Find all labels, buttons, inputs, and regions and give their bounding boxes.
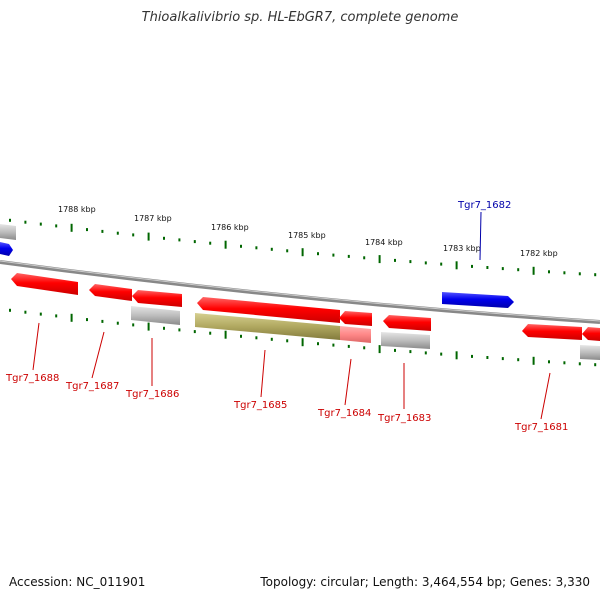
grey-feature bbox=[131, 306, 180, 325]
inner-tick-track bbox=[9, 308, 597, 367]
gene-label-tgr7-1687[interactable]: Tgr7_1687 bbox=[65, 381, 119, 392]
label-leader-line bbox=[344, 358, 352, 406]
genome-backbone-highlight bbox=[0, 260, 600, 322]
pink-feature bbox=[340, 326, 371, 343]
reverse-gene-tgr7-1684[interactable] bbox=[339, 311, 372, 326]
accession-label: Accession: NC_011901 bbox=[9, 575, 146, 589]
reverse-gene-tgr7-1683[interactable] bbox=[383, 315, 431, 331]
kbp-label: 1788 kbp bbox=[58, 205, 96, 214]
reverse-gene-tgr7-1681[interactable] bbox=[522, 324, 582, 340]
genome-info-label: Topology: circular; Length: 3,464,554 bp… bbox=[260, 575, 590, 589]
forward-gene-tgr7-1682[interactable] bbox=[442, 292, 514, 308]
kbp-label: 1786 kbp bbox=[211, 223, 249, 232]
reverse-gene-tgr7-1687[interactable] bbox=[89, 284, 132, 301]
gene-label-tgr7-1681[interactable]: Tgr7_1681 bbox=[514, 422, 568, 433]
label-leader-line bbox=[479, 211, 482, 261]
forward-gene-left-edge[interactable] bbox=[0, 242, 13, 256]
kbp-label: 1787 kbp bbox=[134, 214, 172, 223]
grey-feature-right-edge bbox=[580, 345, 600, 360]
gene-label-tgr7-1684[interactable]: Tgr7_1684 bbox=[317, 408, 371, 419]
outer-tick-track bbox=[9, 218, 597, 277]
olive-feature bbox=[195, 313, 340, 340]
gene-label-tgr7-1688[interactable]: Tgr7_1688 bbox=[5, 373, 59, 384]
kbp-label: 1783 kbp bbox=[443, 244, 481, 253]
kbp-label: 1785 kbp bbox=[288, 231, 326, 240]
label-leader-line bbox=[540, 372, 551, 420]
reverse-gene-tgr7-1688[interactable] bbox=[11, 273, 78, 295]
kbp-label: 1784 kbp bbox=[365, 238, 403, 247]
gene-label-tgr7-1683[interactable]: Tgr7_1683 bbox=[377, 413, 431, 424]
gene-label-tgr7-1685[interactable]: Tgr7_1685 bbox=[233, 400, 287, 411]
label-leader-line bbox=[32, 322, 40, 371]
genome-backbone bbox=[0, 260, 600, 324]
reverse-gene-right-edge[interactable] bbox=[582, 327, 600, 341]
label-leader-line bbox=[260, 349, 266, 398]
grey-feature bbox=[381, 332, 430, 349]
map-title: Thioalkalivibrio sp. HL-EbGR7, complete … bbox=[141, 10, 459, 25]
label-leader-line bbox=[91, 331, 105, 379]
reverse-gene-tgr7-1685[interactable] bbox=[197, 297, 340, 323]
gene-label-tgr7-1686[interactable]: Tgr7_1686 bbox=[125, 389, 179, 400]
kbp-label: 1782 kbp bbox=[520, 249, 558, 258]
grey-feature-left-edge bbox=[0, 224, 16, 240]
reverse-gene-tgr7-1686[interactable] bbox=[132, 290, 182, 307]
gene-label-tgr7-1682[interactable]: Tgr7_1682 bbox=[457, 200, 511, 211]
